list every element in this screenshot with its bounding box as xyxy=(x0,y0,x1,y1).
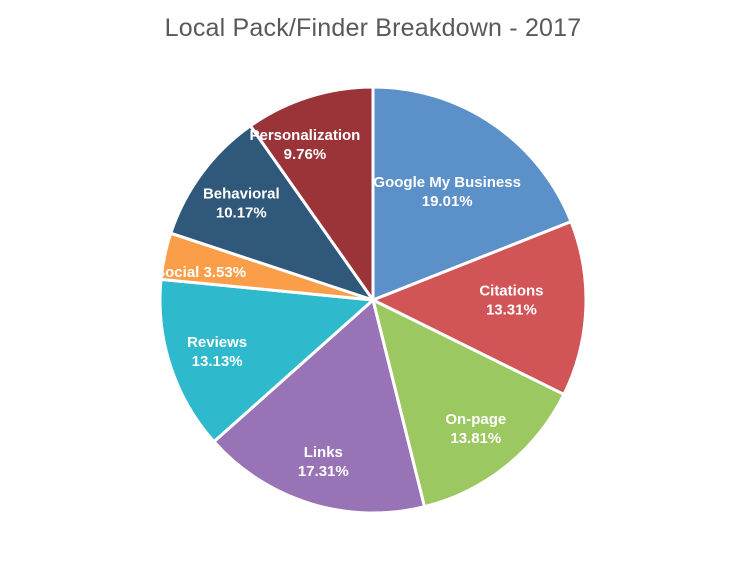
pie-slice-reviews xyxy=(158,277,375,444)
pie-slice-links xyxy=(212,298,426,515)
pie-slice-on-page xyxy=(371,298,566,509)
chart-title: Local Pack/Finder Breakdown - 2017 xyxy=(164,14,582,42)
pie-slice-behavioral xyxy=(169,124,375,302)
pie-slice-google-my-business xyxy=(371,85,573,302)
pie-slice-personalization xyxy=(248,85,375,302)
pie-slice-citations xyxy=(371,220,588,396)
